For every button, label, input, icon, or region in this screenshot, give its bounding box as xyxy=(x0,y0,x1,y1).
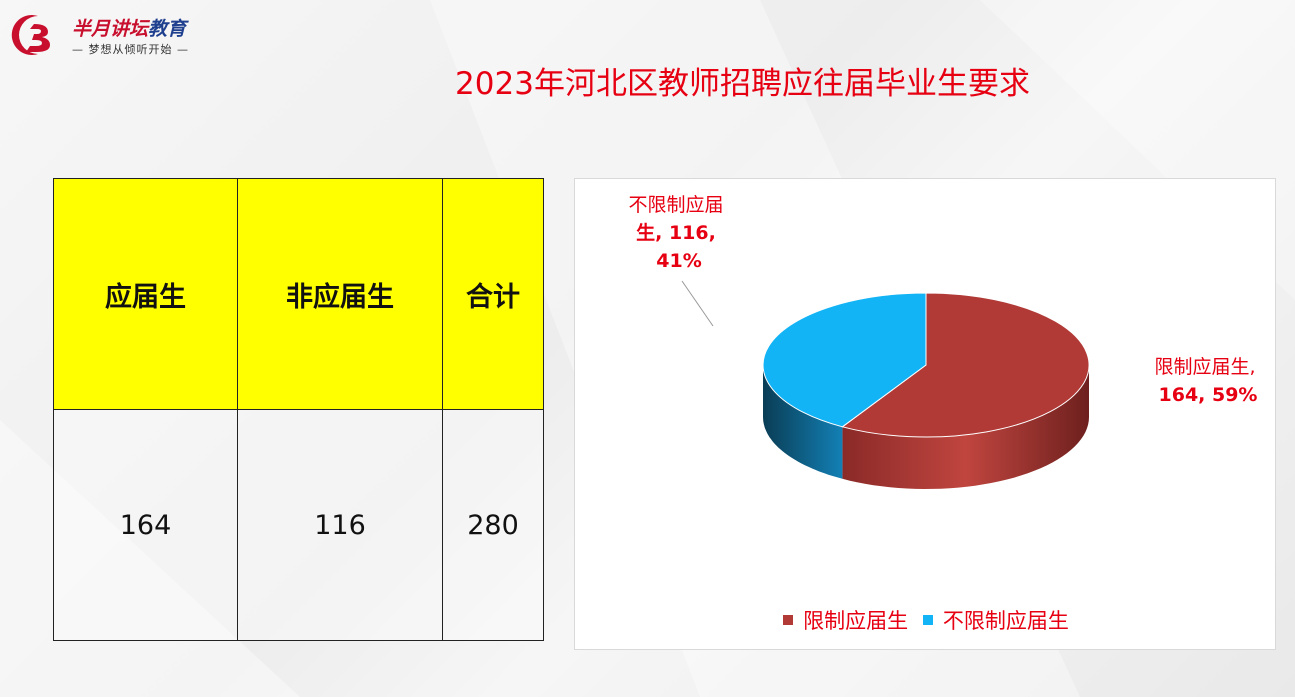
data-label-line: 生, 116, xyxy=(636,221,716,244)
chart-legend: 限制应届生 不限制应届生 xyxy=(575,605,1277,635)
table-header-cell: 应届生 xyxy=(53,178,238,410)
pie-slice-unlimited xyxy=(762,292,927,428)
legend-label: 限制应届生 xyxy=(803,609,909,633)
table-header-cell: 非应届生 xyxy=(237,178,443,410)
brand-name-blue: 教育 xyxy=(148,18,187,40)
brand-slogan: — 梦想从倾听开始 — xyxy=(72,43,189,56)
data-label-line: 164, 59% xyxy=(1159,384,1258,406)
pie-slice-limited-side xyxy=(842,365,1089,489)
page-title: 2023年河北区教师招聘应往届毕业生要求 xyxy=(455,66,1030,102)
table-header-row: 应届生 非应届生 合计 xyxy=(53,178,544,410)
data-label-unlimited: 不限制应届 生, 116, 41% xyxy=(628,194,729,272)
data-table: 应届生 非应届生 合计 164 116 280 xyxy=(53,178,544,641)
leader-line xyxy=(681,280,714,327)
table-cell: 164 xyxy=(53,409,238,641)
legend-item-unlimited: 不限制应届生 xyxy=(922,605,1069,635)
pie-slice-unlimited-side xyxy=(763,365,843,479)
table-cell: 280 xyxy=(442,409,544,641)
data-label-line: 限制应届生, xyxy=(1154,356,1255,378)
legend-label: 不限制应届生 xyxy=(942,609,1069,633)
brand-name-red: 半月讲坛 xyxy=(72,18,149,40)
table-row: 164 116 280 xyxy=(53,409,544,641)
table-header-cell: 合计 xyxy=(442,178,544,410)
legend-swatch-icon xyxy=(783,615,794,625)
data-label-line: 不限制应届 xyxy=(628,194,723,216)
crescent-logo-icon xyxy=(11,15,50,56)
pie-chart: 不限制应届 生, 116, 41% 限制应届生, 164, 59% 限制应届生 … xyxy=(574,178,1276,650)
pie-chart-canvas: 不限制应届 生, 116, 41% 限制应届生, 164, 59% xyxy=(628,194,1261,489)
legend-swatch-icon xyxy=(922,615,933,625)
brand-logo: 半月讲坛教育 — 梦想从倾听开始 — xyxy=(8,12,208,58)
table-cell: 116 xyxy=(237,409,443,641)
data-label-limited: 限制应届生, 164, 59% xyxy=(1154,356,1261,406)
legend-item-limited: 限制应届生 xyxy=(783,605,908,635)
data-label-line: 41% xyxy=(656,250,701,272)
brand-name: 半月讲坛教育 xyxy=(72,14,186,41)
pie-slice-limited xyxy=(841,292,1090,438)
